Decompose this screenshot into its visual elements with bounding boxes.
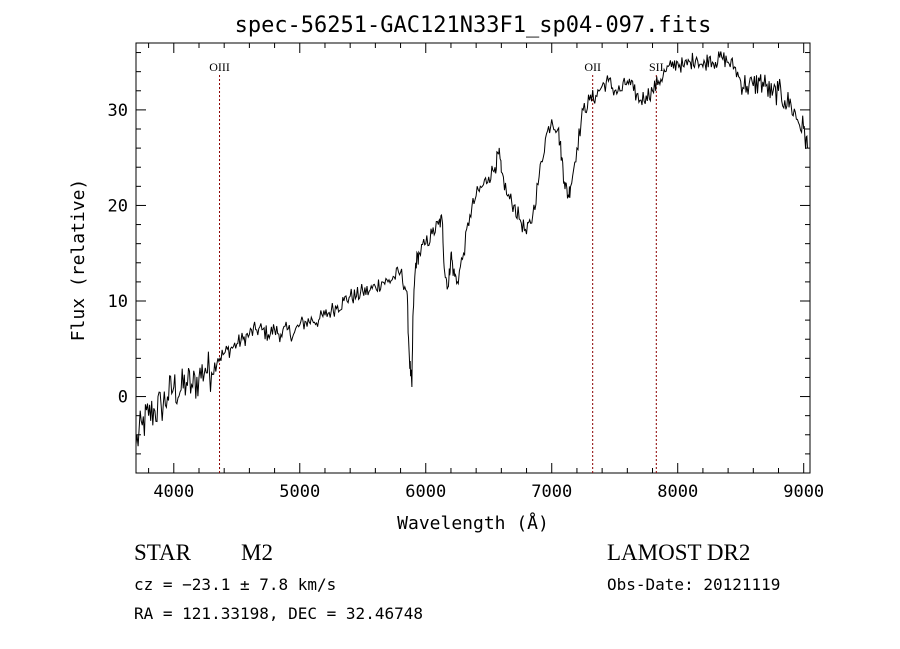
spectrum-series-line	[135, 51, 808, 447]
redshift-label: cz = −23.1 ± 7.8 km/s	[134, 575, 336, 594]
line-markers	[219, 75, 657, 473]
subclass-label: M2	[241, 540, 273, 565]
obs-date-label: Obs-Date: 20121119	[607, 575, 780, 594]
x-tick-label: 8000	[657, 482, 698, 502]
y-tick-label: 20	[108, 196, 128, 216]
coords-label: RA = 121.33198, DEC = 32.46748	[134, 604, 423, 623]
y-axis-label: Flux (relative)	[68, 179, 89, 342]
line-marker-label: OII	[584, 60, 601, 74]
chart-title: spec-56251-GAC121N33F1_sp04-097.fits	[235, 13, 712, 38]
x-tick-label: 4000	[153, 482, 194, 502]
y-tick-label: 0	[118, 388, 128, 408]
x-tick-label: 7000	[531, 482, 572, 502]
axis-ticks	[136, 43, 810, 473]
line-marker-label: OIII	[209, 60, 230, 74]
x-tick-label: 9000	[783, 482, 824, 502]
x-axis-label: Wavelength (Å)	[397, 512, 549, 534]
object-class-label: STAR	[134, 540, 192, 565]
line-marker-label: SII	[649, 60, 664, 74]
y-tick-label: 30	[108, 101, 128, 121]
x-tick-label: 5000	[279, 482, 320, 502]
y-tick-label: 10	[108, 292, 128, 312]
survey-label: LAMOST DR2	[607, 540, 750, 565]
plot-area	[135, 42, 811, 474]
x-tick-label: 6000	[405, 482, 446, 502]
plot-frame	[135, 42, 811, 474]
